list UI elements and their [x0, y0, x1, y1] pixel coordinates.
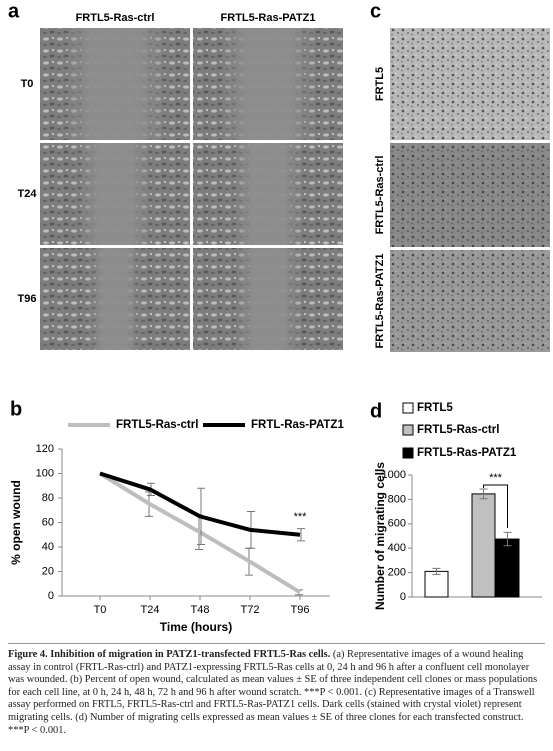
row-label: T0	[21, 78, 34, 90]
micrograph	[390, 250, 550, 352]
panel-label: c	[370, 0, 381, 22]
panel-label: a	[8, 0, 20, 22]
row-label: T24	[18, 188, 38, 200]
y-tick-label: 800	[388, 493, 406, 505]
legend-label: FRTL5	[417, 402, 453, 414]
y-tick-label: 0	[400, 591, 406, 603]
bar	[424, 570, 449, 598]
line-series	[99, 471, 301, 537]
row-label: FRTL5-Ras-ctrl	[374, 156, 386, 235]
panel-label: b	[10, 398, 22, 420]
y-axis-title: Number of migrating cells	[373, 462, 387, 610]
column-label: FRTL5-Ras-ctrl	[76, 12, 155, 24]
figure: a FRTL5-Ras-ctrl FRTL5-Ras-PATZ1 T0 T24 T96 c F…	[8, 0, 550, 634]
y-axis-title: % open wound	[9, 480, 23, 565]
y-tick-label: 200	[388, 567, 406, 579]
error-bar	[503, 531, 512, 547]
micrograph-shade	[390, 250, 550, 352]
y-tick-label: 60	[42, 516, 54, 528]
y-tick-label: 100	[36, 467, 54, 479]
caption: Figure 4. Inhibition of migration in PAT…	[8, 643, 545, 737]
wound-area	[75, 143, 155, 245]
row-label: FRTL5-Ras-PATZ1	[374, 254, 386, 349]
y-tick-label: 80	[42, 492, 54, 504]
x-axis-title: Time (hours)	[160, 620, 232, 634]
caption-title: Figure 4. Inhibition of migration in PAT…	[8, 649, 331, 660]
line-series	[98, 471, 302, 595]
x-tick-label: T96	[291, 604, 310, 616]
caption-text: (a) Representative images of a wound hea…	[8, 649, 538, 736]
significance-bracket	[483, 484, 508, 528]
row-label: FRTL5	[374, 67, 386, 101]
wound-area	[60, 28, 170, 140]
y-tick-label: 120	[36, 443, 54, 455]
legend-label: FRTL5-Ras-ctrl	[116, 419, 198, 431]
wound-area	[230, 143, 306, 245]
row-label: T96	[18, 293, 37, 305]
annotation: ***	[489, 472, 503, 484]
x-tick-label: T48	[191, 604, 210, 616]
x-tick-label: T72	[241, 604, 260, 616]
error-bar	[432, 567, 441, 575]
x-tick-label: T0	[94, 604, 107, 616]
annotation: ***	[294, 511, 308, 523]
legend-label: FRTL5-Ras-PATZ1	[417, 447, 517, 459]
micrograph	[390, 28, 550, 140]
error-bar	[479, 488, 488, 500]
wound-area	[218, 28, 318, 140]
micrograph-shade	[390, 143, 550, 247]
legend-label: FRTL-Ras-PATZ1	[251, 419, 344, 431]
legend-swatch	[402, 402, 414, 414]
y-tick-label: 400	[388, 542, 406, 554]
y-tick-label: 40	[42, 541, 54, 553]
legend-label: FRTL5-Ras-ctrl	[417, 424, 499, 436]
y-tick-label: 20	[42, 565, 54, 577]
bar	[495, 538, 520, 598]
error-bar	[297, 528, 305, 542]
x-tick-label: T24	[141, 604, 160, 616]
micrograph-shade	[390, 28, 550, 140]
y-tick-label: 600	[388, 518, 406, 530]
legend-swatch	[402, 447, 414, 459]
column-label: FRTL5-Ras-PATZ1	[221, 12, 316, 24]
legend-swatch	[402, 424, 414, 436]
y-tick-label: 0	[48, 590, 54, 602]
micrograph	[390, 143, 550, 247]
y-tick-label: 1000	[382, 469, 406, 481]
wound-area	[233, 248, 303, 350]
panel-label: d	[370, 400, 382, 422]
bar	[471, 493, 496, 598]
wound-area	[87, 248, 143, 350]
